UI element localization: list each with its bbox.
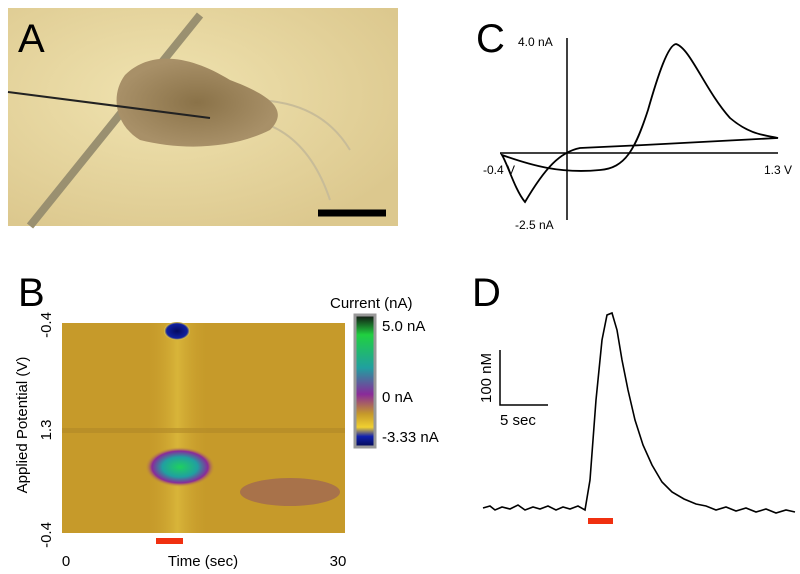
label: -0.4 V — [483, 163, 515, 177]
x-tick: 30 — [330, 553, 347, 570]
blob — [240, 478, 340, 506]
cv-curve — [499, 43, 779, 204]
panel-label: A — [18, 17, 45, 61]
electrode — [7, 91, 211, 119]
panel-label: C — [476, 17, 505, 61]
panel-label: B — [18, 271, 45, 315]
trace — [482, 311, 796, 514]
color-bar — [353, 313, 377, 449]
scale-label: 5 sec — [500, 412, 536, 429]
colorbar-tick: -3.33 nA — [382, 429, 439, 446]
x-axis-title: Time (sec) — [168, 553, 238, 570]
colorbar-tick: 5.0 nA — [382, 318, 425, 335]
y-tick: 1.3 — [38, 420, 55, 441]
scale-bar — [499, 350, 548, 406]
panel-d: D 100 nM 5 sec — [472, 271, 796, 524]
label: 1.3 V — [764, 163, 792, 177]
blob — [145, 447, 215, 487]
panel-label: D — [472, 271, 501, 315]
blob — [164, 322, 190, 340]
label: -2.5 nA — [515, 218, 554, 232]
fiber — [26, 12, 204, 229]
label: 4.0 nA — [518, 35, 553, 49]
scale-label: 100 nM — [478, 353, 495, 403]
x-tick: 0 — [62, 553, 70, 570]
panel-a: A — [7, 8, 398, 229]
colorbar-title: Current (nA) — [330, 295, 413, 312]
colorbar-tick: 0 nA — [382, 389, 413, 406]
tissue — [116, 58, 278, 147]
y-tick: -0.4 — [38, 522, 55, 548]
band — [62, 428, 345, 433]
y-axis-title: Applied Potential (V) — [14, 357, 31, 494]
y-tick: -0.4 — [38, 312, 55, 338]
panel-b: B Current (nA) 5.0 nA 0 nA -3.33 nA Appl… — [14, 271, 439, 570]
panel-c: C 4.0 nA -2.5 nA -0.4 V 1.3 V — [476, 17, 792, 232]
